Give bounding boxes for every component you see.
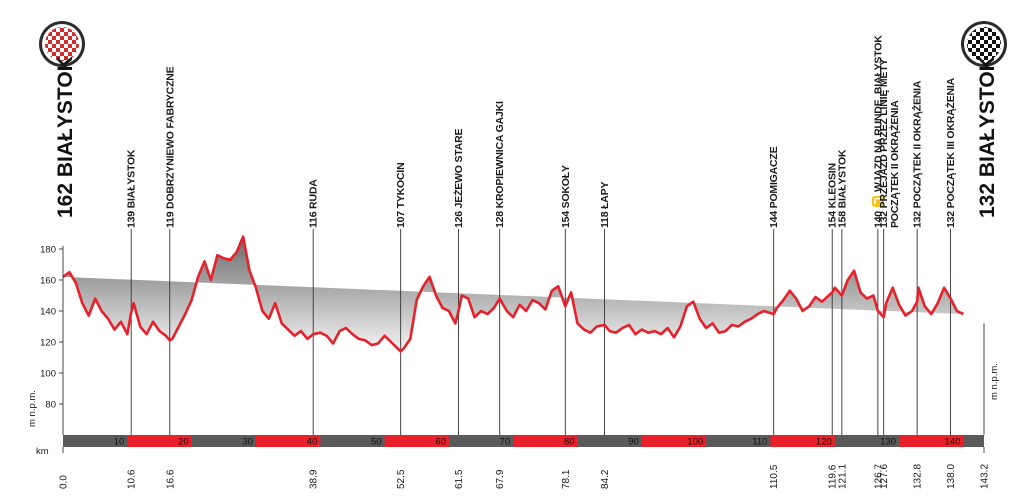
start-city-label: 162 BIAŁYSTOK	[54, 56, 77, 218]
waypoint-label: 132 PRZEJAZD PRZEZ LINIĘ METY	[878, 59, 890, 228]
waypoint-km-label: 78.1	[561, 469, 572, 489]
km-band: 10 20 30 40 50 60 70 80 90 100 110 120 130 140	[63, 435, 984, 448]
waypoint-label: 140	[872, 211, 884, 228]
waypoint-km-label: 61.5	[454, 469, 465, 489]
y-axis-label-left: m n.p.m.	[27, 390, 38, 427]
waypoint-labels: 139 BIAŁYSTOK 119 DOBRZYNIEWO FABRYCZNE 11…	[126, 35, 957, 228]
y-tick-label: 160	[40, 275, 56, 286]
waypoint-label-extra: WJAZD NA RUNDĘ, BIAŁYSTOK	[872, 35, 884, 192]
waypoint-km-label: 38.9	[309, 469, 320, 489]
start-flag-icon	[39, 21, 85, 67]
km-band-segment	[899, 435, 964, 447]
km-band-segment	[641, 435, 707, 447]
finish-city-label: 132 BIAŁYSTOK	[976, 56, 999, 218]
waypoint-label: 144 POMIGACZE	[768, 146, 780, 228]
y-tick-label: 80	[45, 399, 56, 410]
waypoint-label: 132 POCZĄTEK II OKRĄŻENIA	[911, 80, 924, 228]
waypoint-label: 132 POCZĄTEK III OKRĄŻENIA	[944, 77, 957, 228]
waypoint-km-label: 121.1	[837, 464, 848, 489]
waypoint-km-label: 119.6	[828, 464, 839, 489]
y-axis: 80 100 120 140 160 180	[40, 244, 985, 435]
waypoint-label: 126 JEŻEWO STARE	[452, 129, 465, 228]
km-band-label: 60	[435, 437, 446, 448]
circuit-icon	[871, 196, 884, 207]
km-band-label: 140	[945, 437, 961, 448]
km-band-segment	[127, 435, 192, 447]
waypoint-km-label: 138.0	[946, 464, 957, 489]
waypoint-km-label: 110.5	[769, 464, 780, 489]
end-km-label: 143.2	[980, 464, 991, 489]
waypoint-label: 128 KROPIEWNICA GAJKI	[494, 101, 506, 228]
km-band-label: 50	[371, 437, 382, 448]
km-band-segment	[770, 435, 835, 447]
elevation-line	[62, 235, 964, 353]
x-axis-label: km	[36, 446, 49, 457]
km-band-label: 40	[307, 437, 318, 448]
waypoint-label: 158 BIAŁYSTOK	[836, 149, 848, 228]
km-band-label: 110	[752, 437, 767, 448]
waypoint-label: 107 TYKOCIN	[395, 163, 407, 229]
km-band-segment	[255, 435, 321, 447]
start-km-label: 0.0	[59, 475, 70, 489]
km-band-label: 30	[242, 437, 253, 448]
waypoint-km-label: 16.6	[165, 469, 176, 489]
km-band-label: 130	[880, 437, 896, 448]
y-axis-label-right: m n.p.m.	[989, 363, 1000, 400]
km-labels: 10.6 16.6 38.9 52.5 61.5 67.9 78.1 84.2 110.5 119…	[59, 464, 991, 489]
waypoint-km-label: 10.6	[127, 469, 138, 489]
waypoint-label: 118 ŁAPY	[599, 182, 611, 228]
waypoint-km-label: 52.5	[396, 469, 407, 489]
y-tick-label: 100	[40, 368, 56, 379]
elevation-area	[63, 236, 964, 352]
km-band-label: 80	[564, 437, 575, 448]
waypoint-km-label: 127.6	[879, 464, 890, 489]
km-band-label: 70	[500, 437, 511, 448]
waypoint-km-label: 67.9	[495, 469, 506, 489]
waypoint-label: 116 RUDA	[308, 179, 320, 228]
y-tick-label: 140	[40, 306, 56, 317]
waypoint-label: 154 SOKOŁY	[560, 165, 572, 228]
waypoint-label: 154 KLEOSIN	[827, 163, 839, 228]
waypoint-label: 119 DOBRZYNIEWO FABRYCZNE	[164, 66, 176, 228]
waypoint-lines	[62, 229, 985, 453]
waypoint-km-label: 84.2	[600, 469, 611, 489]
km-band-label: 20	[178, 437, 189, 448]
waypoint-label: 139 BIAŁYSTOK	[126, 149, 138, 228]
km-band-label: 100	[687, 437, 703, 448]
y-tick-label: 180	[40, 244, 56, 255]
km-band-segment	[513, 435, 578, 447]
waypoint-km-label: 132.8	[913, 464, 924, 489]
y-tick-label: 120	[40, 337, 56, 348]
waypoint-km-label: 126.7	[873, 464, 884, 489]
km-band-label: 10	[114, 437, 125, 448]
km-band-segment	[384, 435, 449, 447]
km-band-label: 120	[816, 437, 832, 448]
waypoint-label-extra: POCZĄTEK II OKRĄŻENIA	[888, 100, 901, 228]
finish-flag-icon	[961, 21, 1007, 67]
km-band-label: 90	[628, 437, 639, 448]
